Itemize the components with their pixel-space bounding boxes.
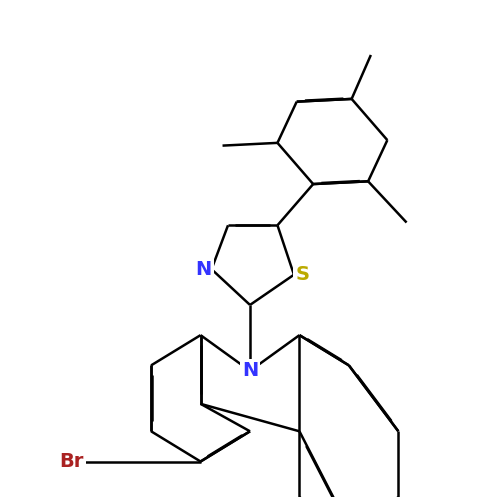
- Text: N: N: [195, 260, 212, 278]
- Text: Br: Br: [60, 452, 84, 471]
- Text: S: S: [295, 265, 309, 284]
- Text: N: N: [242, 362, 258, 380]
